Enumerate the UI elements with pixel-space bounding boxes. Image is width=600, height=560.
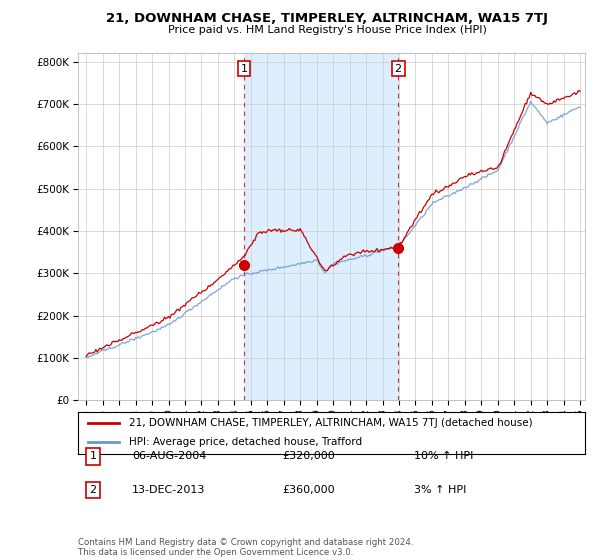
Text: 2: 2 [89, 485, 97, 495]
Text: 21, DOWNHAM CHASE, TIMPERLEY, ALTRINCHAM, WA15 7TJ (detached house): 21, DOWNHAM CHASE, TIMPERLEY, ALTRINCHAM… [128, 418, 532, 428]
Bar [244, 53, 398, 400]
Text: Contains HM Land Registry data © Crown copyright and database right 2024.
This d: Contains HM Land Registry data © Crown c… [78, 538, 413, 557]
Text: 13-DEC-2013: 13-DEC-2013 [132, 485, 205, 495]
Text: £360,000: £360,000 [282, 485, 335, 495]
Text: 21, DOWNHAM CHASE, TIMPERLEY, ALTRINCHAM, WA15 7TJ: 21, DOWNHAM CHASE, TIMPERLEY, ALTRINCHAM… [106, 12, 548, 25]
Text: Price paid vs. HM Land Registry's House Price Index (HPI): Price paid vs. HM Land Registry's House … [167, 25, 487, 35]
Text: 10% ↑ HPI: 10% ↑ HPI [414, 451, 473, 461]
Text: 1: 1 [89, 451, 97, 461]
Text: 1: 1 [241, 64, 247, 73]
Text: 3% ↑ HPI: 3% ↑ HPI [414, 485, 466, 495]
Text: £320,000: £320,000 [282, 451, 335, 461]
Text: 06-AUG-2004: 06-AUG-2004 [132, 451, 206, 461]
Text: HPI: Average price, detached house, Trafford: HPI: Average price, detached house, Traf… [128, 437, 362, 447]
Text: 2: 2 [395, 64, 402, 73]
